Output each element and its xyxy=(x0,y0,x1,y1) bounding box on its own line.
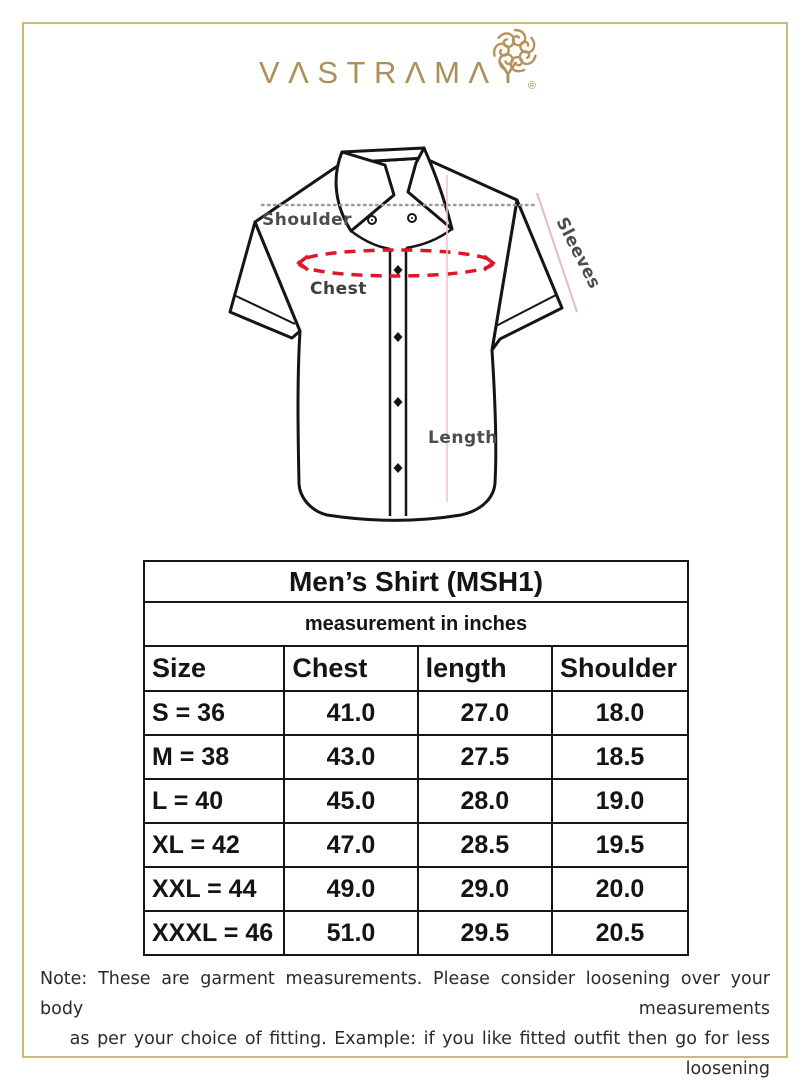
value-cell: 28.0 xyxy=(416,778,553,824)
value-cell: 27.5 xyxy=(416,734,553,780)
value-cell: 47.0 xyxy=(283,822,419,868)
sleeve-measure-line xyxy=(536,192,578,313)
shoulder-label: Shoulder xyxy=(262,210,352,230)
table-row: XXXL = 46 51.0 29.5 20.5 xyxy=(142,910,690,956)
value-cell: 18.5 xyxy=(550,734,690,780)
size-cell: XL = 42 xyxy=(142,822,286,868)
registered-trademark-symbol: ® xyxy=(527,80,536,92)
value-cell: 29.5 xyxy=(416,910,553,956)
table-row: M = 38 43.0 27.5 18.5 xyxy=(142,734,690,780)
brand-wordmark-text: VΛSTRΛMΛY xyxy=(259,55,527,90)
value-cell: 19.5 xyxy=(550,822,690,868)
size-table-header-row: Size Chest length Shoulder xyxy=(142,645,690,692)
size-chart-table: Men’s Shirt (MSH1) measurement in inches… xyxy=(142,560,690,956)
column-header: Size xyxy=(142,645,286,692)
column-header: Chest xyxy=(283,645,419,692)
shirt-measurement-diagram: Shoulder Chest Sleeves Length xyxy=(228,146,604,522)
column-header: length xyxy=(416,645,553,692)
size-cell: XXXL = 46 xyxy=(142,910,286,956)
value-cell: 18.0 xyxy=(550,690,690,736)
value-cell: 20.5 xyxy=(550,910,690,956)
garment-note: Note: These are garment measurements. Pl… xyxy=(40,964,770,1084)
column-header: Shoulder xyxy=(550,645,690,692)
value-cell: 20.0 xyxy=(550,866,690,912)
value-cell: 27.0 xyxy=(416,690,553,736)
shirt-placket xyxy=(388,248,408,516)
size-cell: XXL = 44 xyxy=(142,866,286,912)
sleeves-label: Sleeves xyxy=(552,214,605,292)
size-cell: L = 40 xyxy=(142,778,286,824)
size-cell: M = 38 xyxy=(142,734,286,780)
value-cell: 41.0 xyxy=(283,690,419,736)
chest-label: Chest xyxy=(310,279,367,299)
value-cell: 29.0 xyxy=(416,866,553,912)
table-row: XL = 42 47.0 28.5 19.5 xyxy=(142,822,690,868)
brand-floral-ornament-icon xyxy=(491,28,539,76)
chest-measure-ellipse xyxy=(296,248,496,278)
value-cell: 51.0 xyxy=(283,910,419,956)
shirt-buttons xyxy=(393,265,403,473)
table-row: XXL = 44 49.0 29.0 20.0 xyxy=(142,866,690,912)
note-line-1: Note: These are garment measurements. Pl… xyxy=(40,969,770,1019)
value-cell: 43.0 xyxy=(283,734,419,780)
size-cell: S = 36 xyxy=(142,690,286,736)
shirt-body xyxy=(253,156,519,522)
value-cell: 19.0 xyxy=(550,778,690,824)
table-row: L = 40 45.0 28.0 19.0 xyxy=(142,778,690,824)
value-cell: 49.0 xyxy=(283,866,419,912)
table-row: S = 36 41.0 27.0 18.0 xyxy=(142,690,690,736)
table-title: Men’s Shirt (MSH1) xyxy=(143,560,689,603)
size-table-body: S = 36 41.0 27.0 18.0 M = 38 43.0 27.5 18.5 L = … xyxy=(142,690,690,956)
table-subtitle: measurement in inches xyxy=(143,601,689,647)
value-cell: 45.0 xyxy=(283,778,419,824)
value-cell: 28.5 xyxy=(416,822,553,868)
length-label: Length xyxy=(428,428,498,448)
brand-wordmark: VΛSTRΛMΛY® xyxy=(259,55,536,92)
note-line-2: as per your choice of fitting. Example: … xyxy=(69,1029,770,1079)
